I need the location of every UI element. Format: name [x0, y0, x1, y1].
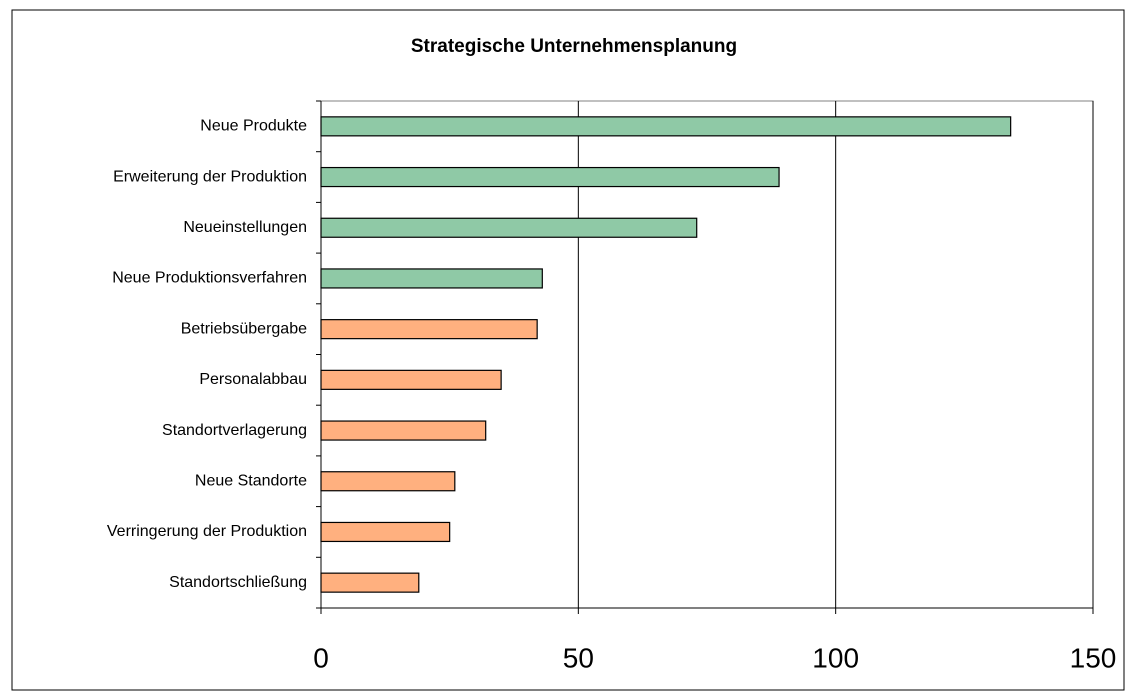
- y-tick-label: Verringerung der Produktion: [107, 523, 307, 540]
- y-tick-label: Neueinstellungen: [183, 219, 307, 236]
- x-tick-label: 100: [812, 642, 859, 673]
- bar: [320, 319, 538, 340]
- x-tick-label: 0: [313, 642, 329, 673]
- bar: [320, 166, 780, 188]
- x-tick-label: 150: [1070, 642, 1117, 673]
- y-tick-label: Standortschließung: [169, 574, 307, 591]
- bar: [320, 572, 420, 593]
- bar: [320, 369, 502, 390]
- y-tick-label: Personalabbau: [199, 371, 307, 388]
- y-tick-label: Betriebsübergabe: [181, 320, 307, 337]
- bar: [320, 116, 1012, 137]
- y-tick-label: Erweiterung der Produktion: [113, 168, 307, 185]
- y-tick-label: Neue Standorte: [195, 472, 307, 489]
- bar: [320, 268, 543, 289]
- bar: [320, 471, 456, 492]
- chart-title: Strategische Unternehmensplanung: [411, 36, 737, 57]
- bar: [320, 420, 487, 441]
- bar: [320, 521, 451, 543]
- y-tick-label: Neue Produkte: [200, 118, 307, 135]
- x-tick-label: 50: [563, 642, 594, 673]
- y-tick-label: Standortverlagerung: [162, 422, 307, 439]
- y-tick-label: Neue Produktionsverfahren: [112, 270, 307, 287]
- bar: [320, 217, 698, 238]
